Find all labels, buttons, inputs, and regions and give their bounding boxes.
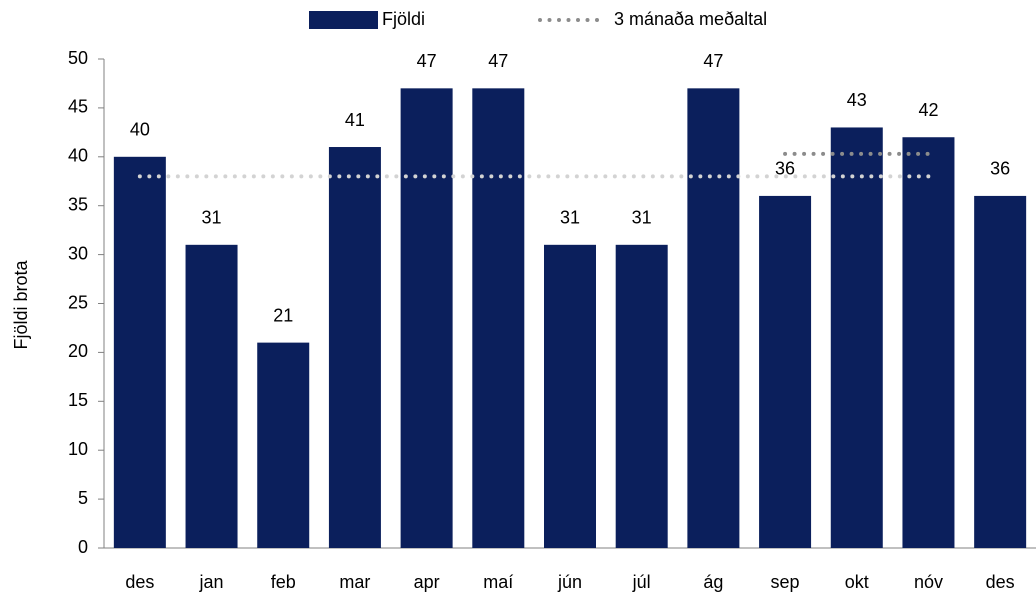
- bar: [185, 244, 238, 548]
- data-label: 31: [632, 208, 652, 228]
- y-tick-label: 20: [68, 341, 88, 361]
- bar: [544, 244, 596, 548]
- x-tick-label: feb: [271, 572, 296, 592]
- data-label: 41: [345, 110, 365, 130]
- y-tick-label: 10: [68, 439, 88, 459]
- y-tick-label: 40: [68, 146, 88, 166]
- y-tick-label: 30: [68, 243, 88, 263]
- legend-label: 3 mánaða meðaltal: [614, 9, 767, 29]
- x-tick-label: des: [986, 572, 1015, 592]
- x-tick-label: jan: [199, 572, 224, 592]
- y-tick-label: 0: [78, 537, 88, 557]
- data-label: 47: [703, 51, 723, 71]
- data-label: 31: [560, 208, 580, 228]
- data-label: 21: [273, 305, 293, 325]
- x-tick-label: mar: [339, 572, 370, 592]
- bar: [472, 88, 525, 548]
- bar: [400, 88, 453, 548]
- y-tick-label: 5: [78, 488, 88, 508]
- bar: [902, 137, 955, 549]
- y-axis-label: Fjöldi brota: [11, 259, 31, 349]
- data-label: 36: [990, 159, 1010, 179]
- data-label: 36: [775, 159, 795, 179]
- bar: [974, 195, 1027, 549]
- bar: [615, 244, 668, 548]
- x-tick-label: des: [125, 572, 154, 592]
- x-tick-label: jún: [557, 572, 582, 592]
- legend-label: Fjöldi: [382, 9, 425, 29]
- legend-swatch: [309, 11, 378, 29]
- x-tick-label: sep: [771, 572, 800, 592]
- data-label: 31: [202, 208, 222, 228]
- bar: [830, 127, 883, 549]
- x-tick-label: okt: [845, 572, 869, 592]
- x-tick-label: nóv: [914, 572, 943, 592]
- data-label: 47: [417, 51, 437, 71]
- y-tick-label: 50: [68, 48, 88, 68]
- data-label: 47: [488, 51, 508, 71]
- y-tick-label: 15: [68, 390, 88, 410]
- y-tick-label: 25: [68, 292, 88, 312]
- data-label: 40: [130, 120, 150, 140]
- data-label: 43: [847, 90, 867, 110]
- y-tick-label: 35: [68, 194, 88, 214]
- data-label: 42: [918, 100, 938, 120]
- bar: [113, 156, 166, 549]
- x-tick-label: ág: [703, 572, 723, 592]
- x-tick-label: apr: [414, 572, 440, 592]
- bar: [687, 88, 740, 548]
- bar: [257, 342, 310, 548]
- bar: [759, 195, 812, 549]
- y-tick-label: 45: [68, 97, 88, 117]
- x-tick-label: júl: [632, 572, 651, 592]
- bar: [328, 147, 381, 548]
- x-tick-label: maí: [483, 572, 513, 592]
